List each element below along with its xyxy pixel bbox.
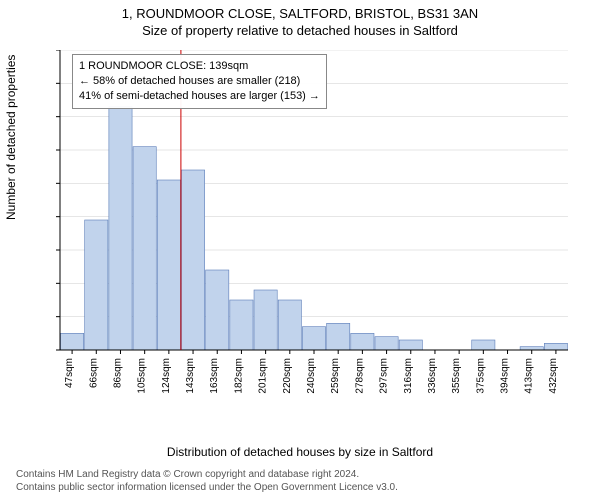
svg-text:182sqm: 182sqm — [233, 358, 244, 394]
svg-text:336sqm: 336sqm — [427, 358, 438, 394]
svg-text:124sqm: 124sqm — [161, 358, 172, 394]
histogram-bar — [544, 343, 567, 350]
x-axis-label: Distribution of detached houses by size … — [0, 445, 600, 459]
histogram-bar — [85, 220, 108, 350]
histogram-bar — [230, 300, 253, 350]
histogram-bar — [206, 270, 229, 350]
histogram-bar — [399, 340, 422, 350]
page-title-line1: 1, ROUNDMOOR CLOSE, SALTFORD, BRISTOL, B… — [0, 6, 600, 21]
svg-text:413sqm: 413sqm — [524, 358, 535, 394]
svg-text:86sqm: 86sqm — [112, 358, 123, 388]
histogram-bar — [351, 333, 374, 350]
svg-text:394sqm: 394sqm — [500, 358, 511, 394]
svg-text:375sqm: 375sqm — [475, 358, 486, 394]
svg-text:259sqm: 259sqm — [330, 358, 341, 394]
svg-text:47sqm: 47sqm — [64, 358, 75, 388]
histogram-bar — [109, 107, 132, 350]
histogram-bar — [181, 170, 204, 350]
svg-text:163sqm: 163sqm — [209, 358, 220, 394]
histogram-bar — [327, 323, 350, 350]
svg-text:201sqm: 201sqm — [258, 358, 269, 394]
chart-area: 010203040506070809047sqm66sqm86sqm105sqm… — [54, 50, 574, 400]
svg-text:66sqm: 66sqm — [88, 358, 99, 388]
histogram-bar — [254, 290, 277, 350]
annotation-line1: 1 ROUNDMOOR CLOSE: 139sqm — [79, 59, 320, 74]
svg-text:297sqm: 297sqm — [379, 358, 390, 394]
footer-line2: Contains public sector information licen… — [16, 482, 398, 495]
svg-text:355sqm: 355sqm — [451, 358, 462, 394]
histogram-bar — [157, 180, 180, 350]
histogram-bar — [278, 300, 301, 350]
svg-text:316sqm: 316sqm — [403, 358, 414, 394]
annotation-line3: 41% of semi-detached houses are larger (… — [79, 89, 320, 104]
histogram-bar — [472, 340, 495, 350]
histogram-bar — [375, 337, 398, 350]
footer-line1: Contains HM Land Registry data © Crown c… — [16, 469, 398, 482]
svg-text:143sqm: 143sqm — [185, 358, 196, 394]
y-axis-label: Number of detached properties — [4, 55, 18, 220]
svg-text:432sqm: 432sqm — [548, 358, 559, 394]
page-title-line2: Size of property relative to detached ho… — [0, 23, 600, 38]
svg-text:220sqm: 220sqm — [282, 358, 293, 394]
footer-attribution: Contains HM Land Registry data © Crown c… — [16, 469, 398, 494]
svg-text:278sqm: 278sqm — [354, 358, 365, 394]
histogram-bar — [302, 327, 325, 350]
svg-text:240sqm: 240sqm — [306, 358, 317, 394]
histogram-bar — [133, 147, 156, 350]
histogram-bar — [61, 333, 84, 350]
annotation-box: 1 ROUNDMOOR CLOSE: 139sqm ← 58% of detac… — [72, 54, 327, 109]
annotation-line2: ← 58% of detached houses are smaller (21… — [79, 74, 320, 89]
svg-text:105sqm: 105sqm — [137, 358, 148, 394]
